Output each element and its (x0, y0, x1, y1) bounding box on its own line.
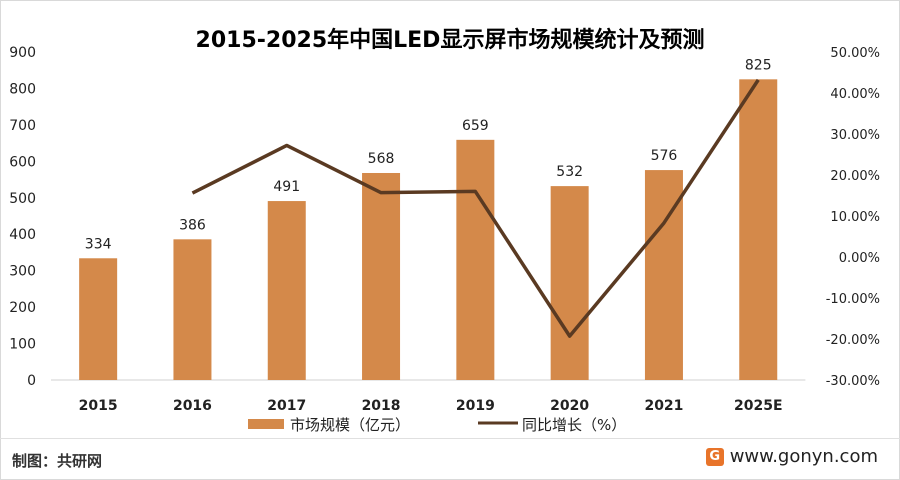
bar-data-label: 825 (745, 57, 772, 73)
x-tick-label: 2020 (550, 398, 589, 414)
bar-data-label: 532 (556, 164, 583, 180)
x-tick-label: 2019 (456, 398, 495, 414)
bar (739, 79, 778, 380)
footer-website[interactable]: www.gonyn.com (729, 446, 878, 467)
y-right-tick-label: -30.00% (826, 374, 880, 389)
y-left-tick-label: 200 (9, 300, 36, 316)
legend-bar-swatch (248, 419, 284, 429)
footer-divider (0, 438, 900, 439)
y-left-tick-label: 900 (9, 45, 36, 61)
x-tick-label: 2017 (267, 398, 306, 414)
y-left-tick-label: 600 (9, 154, 36, 170)
y-right-tick-label: 50.00% (830, 46, 880, 61)
y-right-tick-label: -10.00% (826, 292, 880, 307)
y-right-tick-label: 40.00% (830, 87, 880, 102)
y-left-tick-label: 100 (9, 337, 36, 353)
y-right-tick-label: 0.00% (839, 251, 880, 266)
y-left-tick-label: 800 (9, 81, 36, 97)
y-right-tick-label: -20.00% (826, 333, 880, 348)
legend-line-label: 同比增长（%） (522, 416, 626, 434)
bar-data-label: 491 (273, 179, 300, 195)
bar (79, 258, 118, 380)
bar (267, 201, 306, 380)
growth-line (191, 78, 760, 338)
x-tick-label: 2018 (362, 398, 401, 414)
gonyn-logo-icon: G (705, 447, 724, 466)
footer-brand[interactable]: G www.gonyn.com (705, 446, 878, 467)
x-tick-label: 2015 (79, 398, 118, 414)
y-left-tick-label: 500 (9, 191, 36, 207)
x-tick-label: 2025E (734, 398, 783, 414)
chart-title: 2015-2025年中国LED显示屏市场规模统计及预测 (195, 28, 705, 53)
x-tick-label: 2016 (173, 398, 212, 414)
legend-bar-label: 市场规模（亿元） (290, 416, 410, 434)
bar-data-label: 659 (462, 118, 489, 134)
bar-data-label: 334 (85, 236, 112, 252)
y-right-tick-label: 10.00% (830, 210, 880, 225)
bar (173, 239, 212, 380)
bar-data-label: 568 (368, 151, 395, 167)
bar (456, 139, 495, 380)
y-left-tick-label: 0 (27, 373, 36, 389)
bar (362, 172, 401, 380)
footer-source: 制图：共研网 (12, 452, 103, 470)
bar (550, 186, 589, 380)
y-left-tick-label: 700 (9, 118, 36, 134)
bar-data-label: 576 (651, 148, 678, 164)
y-right-tick-label: 20.00% (830, 169, 880, 184)
y-right-tick-label: 30.00% (830, 128, 880, 143)
y-left-tick-label: 300 (9, 264, 36, 280)
y-left-tick-label: 400 (9, 227, 36, 243)
chart-svg: 0 100 200 300 400 500 600 700 800 900 -30.00% -20.0… (9, 45, 880, 434)
bar-data-label: 386 (179, 217, 206, 233)
x-tick-label: 2021 (644, 398, 683, 414)
